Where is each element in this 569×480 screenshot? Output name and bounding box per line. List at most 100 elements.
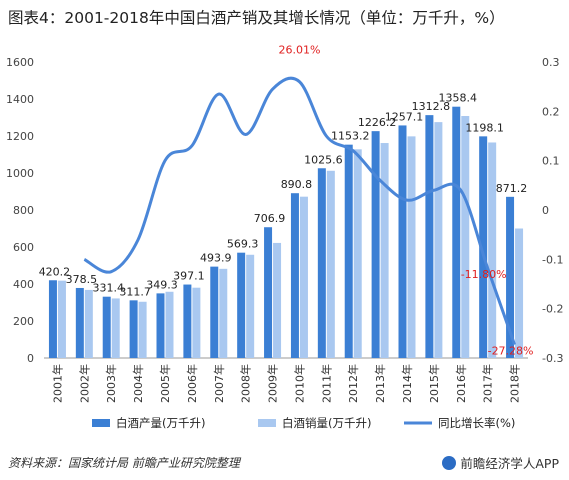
production-data-label: 1198.1 bbox=[465, 121, 504, 134]
growth-annotation: -11.80% bbox=[461, 268, 507, 281]
legend-label: 同比增长率(%) bbox=[438, 416, 515, 430]
x-tick-label: 2004年 bbox=[131, 364, 145, 403]
y-left-tick-label: 1600 bbox=[6, 56, 34, 69]
y-left-tick-label: 1200 bbox=[6, 130, 34, 143]
production-bar bbox=[398, 125, 407, 359]
x-tick-label: 2011年 bbox=[319, 364, 333, 403]
y-right-tick-label: -0.3 bbox=[542, 352, 563, 365]
x-tick-label: 2017年 bbox=[481, 364, 495, 403]
production-bar bbox=[156, 293, 165, 358]
x-tick-label: 2007年 bbox=[212, 364, 226, 403]
production-data-label: 890.8 bbox=[281, 178, 313, 191]
source-note: 资料来源：国家统计局 前瞻产业研究院整理 bbox=[8, 456, 240, 470]
growth-annotation: 26.01% bbox=[278, 44, 320, 57]
production-bar bbox=[371, 131, 380, 358]
x-tick-label: 2002年 bbox=[77, 364, 91, 403]
production-bar bbox=[452, 106, 461, 358]
sales-bar bbox=[57, 280, 66, 358]
sales-bar bbox=[407, 136, 416, 358]
y-left-tick-label: 200 bbox=[13, 315, 34, 328]
production-data-label: 349.3 bbox=[146, 278, 178, 291]
production-data-label: 1312.8 bbox=[412, 100, 451, 113]
brand: 前瞻经济学人APP bbox=[442, 453, 559, 472]
y-right-tick-label: 0.3 bbox=[542, 56, 560, 69]
production-bar bbox=[210, 266, 219, 358]
production-bar bbox=[317, 168, 326, 358]
x-tick-label: 2018年 bbox=[508, 364, 522, 403]
brand-name: 前瞻经济学人APP bbox=[460, 456, 559, 471]
sales-bar bbox=[515, 228, 524, 358]
x-tick-label: 2003年 bbox=[104, 364, 118, 403]
y-right-tick-label: -0.2 bbox=[542, 303, 563, 316]
brand-logo-icon bbox=[442, 455, 457, 470]
production-data-label: 378.5 bbox=[66, 273, 98, 286]
x-tick-label: 2008年 bbox=[239, 364, 253, 403]
legend-swatch-production bbox=[92, 419, 110, 427]
production-data-label: 311.7 bbox=[119, 285, 151, 298]
sales-bar bbox=[138, 301, 147, 358]
production-data-label: 1257.1 bbox=[385, 110, 424, 123]
y-right-tick-label: -0.1 bbox=[542, 253, 563, 266]
production-bar bbox=[344, 144, 353, 358]
x-tick-label: 2006年 bbox=[185, 364, 199, 403]
growth-annotation: -27.28% bbox=[488, 345, 534, 358]
sales-bar bbox=[111, 298, 120, 358]
y-left-tick-label: 1400 bbox=[6, 93, 34, 106]
production-data-label: 569.3 bbox=[227, 238, 259, 251]
footer: 资料来源：国家统计局 前瞻产业研究院整理 前瞻经济学人APP bbox=[0, 448, 569, 480]
production-data-label: 1153.2 bbox=[331, 130, 370, 143]
production-bar bbox=[75, 287, 84, 358]
chart-title: 图表4：2001-2018年中国白酒产销及其增长情况（单位：万千升，%） bbox=[8, 9, 505, 27]
production-bar bbox=[129, 300, 138, 358]
production-bar bbox=[264, 227, 273, 358]
sales-bar bbox=[353, 149, 362, 358]
sales-bar bbox=[219, 268, 228, 358]
y-right-tick-label: 0.2 bbox=[542, 105, 560, 118]
y-right-tick-label: 0.1 bbox=[542, 155, 560, 168]
legend-label: 白酒销量(万千升) bbox=[282, 416, 371, 430]
sales-bar bbox=[326, 170, 335, 358]
production-bar bbox=[48, 280, 57, 358]
x-tick-label: 2001年 bbox=[50, 364, 64, 403]
production-bar bbox=[290, 193, 299, 358]
y-left-tick-label: 600 bbox=[13, 241, 34, 254]
sales-bar bbox=[84, 289, 93, 358]
x-tick-label: 2013年 bbox=[373, 364, 387, 403]
sales-bar bbox=[461, 116, 470, 359]
y-left-tick-label: 400 bbox=[13, 278, 34, 291]
growth-rate-line bbox=[83, 76, 516, 346]
production-bar bbox=[506, 196, 515, 358]
production-bar bbox=[479, 136, 488, 358]
production-data-label: 706.9 bbox=[254, 212, 286, 225]
x-tick-label: 2015年 bbox=[427, 364, 441, 403]
x-tick-label: 2005年 bbox=[158, 364, 172, 403]
sales-bar bbox=[165, 291, 174, 358]
sales-bar bbox=[488, 142, 497, 358]
production-bar bbox=[425, 115, 434, 358]
sales-bar bbox=[434, 122, 443, 358]
chart-area: 0 200 400 600 800 1000 1200 1400 1600 -0.3 -0.2 -0.… bbox=[6, 44, 563, 430]
x-tick-label: 2012年 bbox=[346, 364, 360, 403]
legend-label: 白酒产量(万千升) bbox=[116, 416, 205, 430]
production-data-label: 871.2 bbox=[496, 182, 528, 195]
x-tick-label: 2014年 bbox=[400, 364, 414, 403]
y-left-tick-label: 800 bbox=[13, 204, 34, 217]
y-right-tick-label: 0 bbox=[542, 204, 549, 217]
production-bar bbox=[102, 296, 111, 358]
x-tick-label: 2010年 bbox=[292, 364, 306, 403]
y-left-tick-label: 1000 bbox=[6, 167, 34, 180]
production-data-label: 420.2 bbox=[39, 265, 71, 278]
production-data-label: 1358.4 bbox=[439, 92, 478, 105]
production-data-label: 331.4 bbox=[92, 282, 124, 295]
legend-swatch-sales bbox=[258, 419, 276, 427]
sales-bar bbox=[273, 242, 282, 358]
sales-bar bbox=[380, 143, 389, 358]
x-tick-label: 2009年 bbox=[266, 364, 280, 403]
production-bar bbox=[237, 252, 246, 358]
y-left-tick-label: 0 bbox=[27, 352, 34, 365]
production-data-label: 397.1 bbox=[173, 270, 205, 283]
production-data-label: 1226.2 bbox=[358, 116, 397, 129]
production-data-label: 493.9 bbox=[200, 252, 232, 265]
production-data-label: 1025.6 bbox=[304, 153, 343, 166]
sales-bar bbox=[246, 254, 255, 358]
